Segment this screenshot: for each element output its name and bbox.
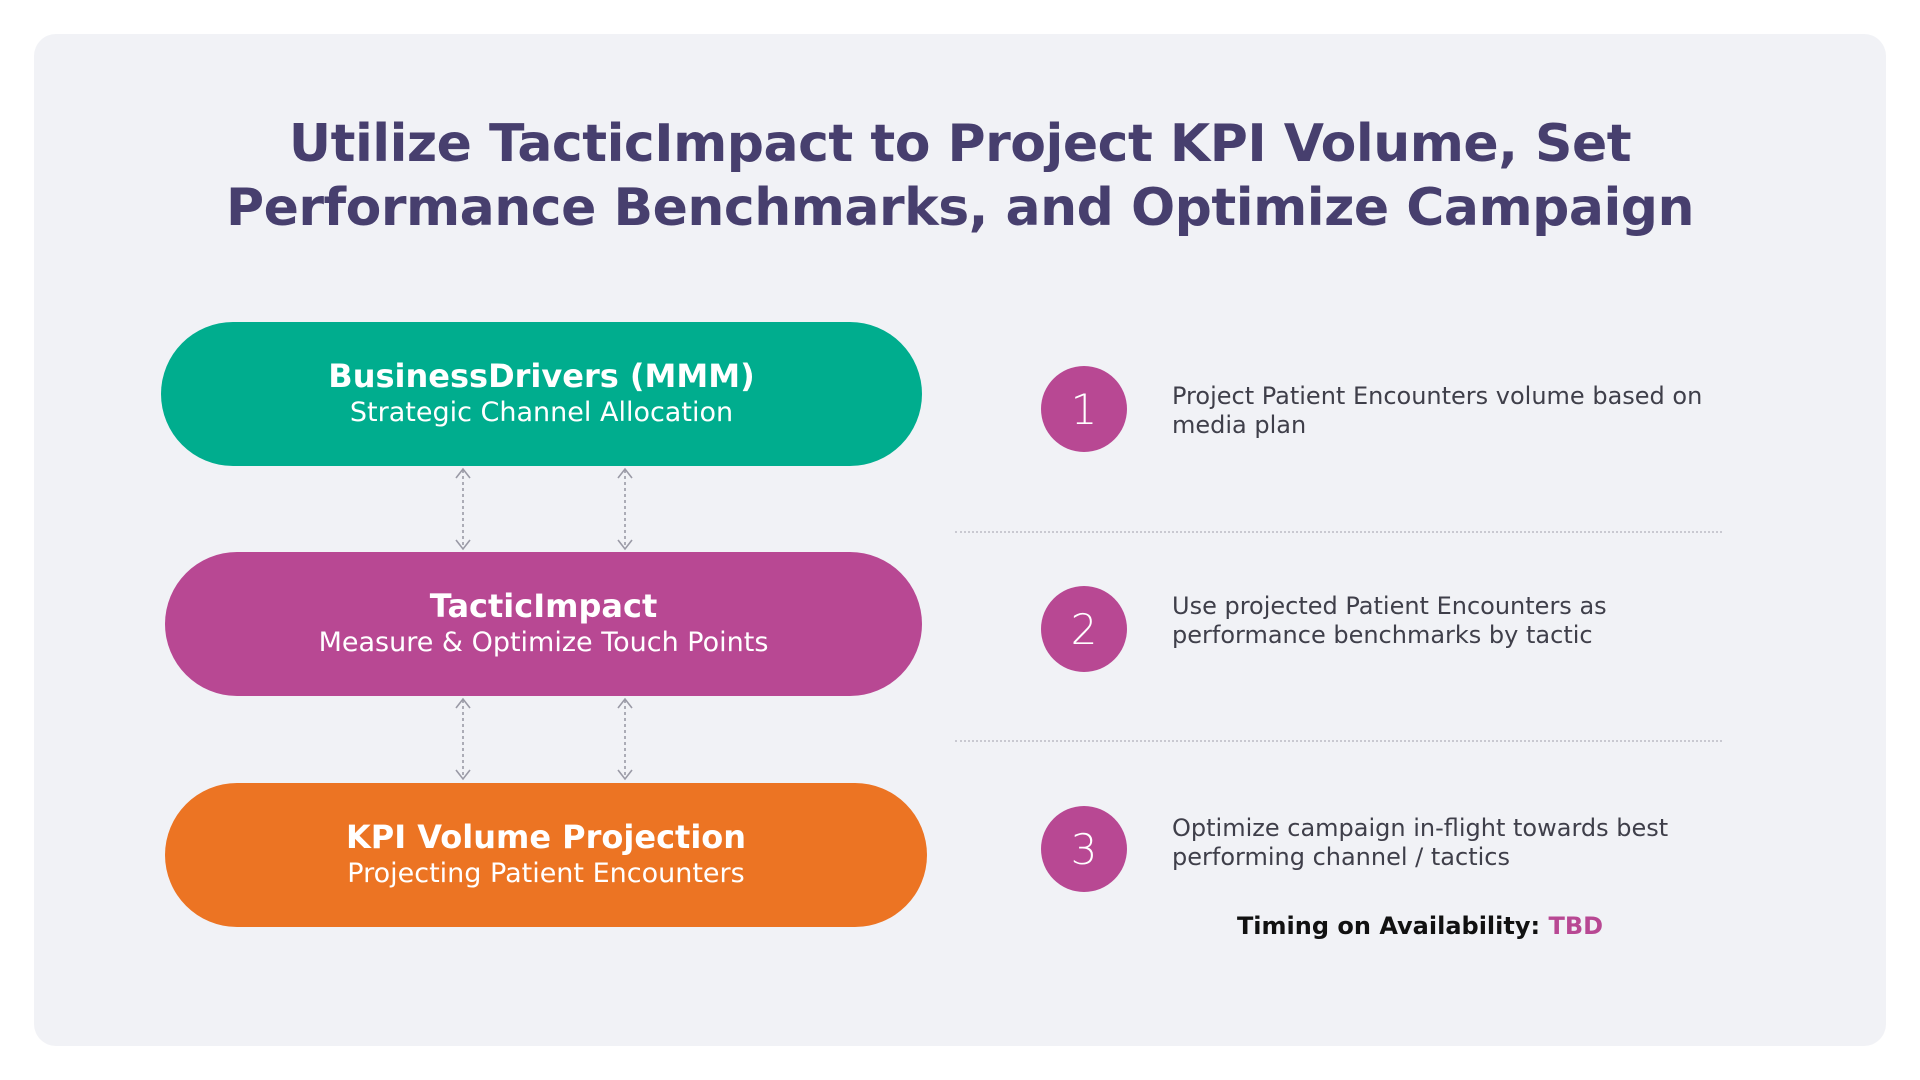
title-line-1: Utilize TacticImpact to Project KPI Volu… bbox=[288, 114, 1632, 174]
bidirectional-arrow-icon bbox=[617, 697, 633, 781]
step-text-line: Optimize campaign in-flight towards best bbox=[1172, 814, 1669, 842]
pill-kpi-volume-projection: KPI Volume Projection Projecting Patient… bbox=[165, 783, 927, 927]
pill-title: TacticImpact bbox=[429, 587, 658, 625]
step-text-3: Optimize campaign in-flight towards best… bbox=[1172, 814, 1732, 872]
step-text-line: Use projected Patient Encounters as bbox=[1172, 592, 1607, 620]
pill-title: BusinessDrivers (MMM) bbox=[328, 357, 755, 395]
bidirectional-arrow-icon bbox=[617, 467, 633, 551]
timing-value: TBD bbox=[1548, 912, 1604, 940]
pill-tactic-impact: TacticImpact Measure & Optimize Touch Po… bbox=[165, 552, 922, 696]
pill-title: KPI Volume Projection bbox=[345, 818, 747, 856]
pill-business-drivers: BusinessDrivers (MMM) Strategic Channel … bbox=[161, 322, 922, 466]
step-text-line: performing channel / tactics bbox=[1172, 843, 1510, 871]
step-text-2: Use projected Patient Encounters as perf… bbox=[1172, 592, 1732, 650]
pill-subtitle: Projecting Patient Encounters bbox=[347, 858, 745, 889]
step-text-line: performance benchmarks by tactic bbox=[1172, 621, 1593, 649]
divider bbox=[955, 531, 1722, 533]
divider bbox=[955, 740, 1722, 742]
step-number-1: 1 bbox=[1041, 366, 1127, 452]
title-line-2: Performance Benchmarks, and Optimize Cam… bbox=[225, 178, 1695, 238]
step-text-1: Project Patient Encounters volume based … bbox=[1172, 382, 1732, 440]
timing-note: Timing on Availability: TBD bbox=[1040, 912, 1800, 940]
step-number-2: 2 bbox=[1041, 586, 1127, 672]
bidirectional-arrow-icon bbox=[455, 467, 471, 551]
pill-subtitle: Measure & Optimize Touch Points bbox=[318, 627, 769, 658]
bidirectional-arrow-icon bbox=[455, 697, 471, 781]
step-number-3: 3 bbox=[1041, 806, 1127, 892]
step-text-line: Project Patient Encounters volume based … bbox=[1172, 382, 1703, 410]
step-text-line: media plan bbox=[1172, 411, 1307, 439]
pill-subtitle: Strategic Channel Allocation bbox=[349, 397, 734, 428]
page-title: Utilize TacticImpact to Project KPI Volu… bbox=[0, 112, 1920, 240]
timing-label: Timing on Availability: bbox=[1236, 912, 1541, 940]
